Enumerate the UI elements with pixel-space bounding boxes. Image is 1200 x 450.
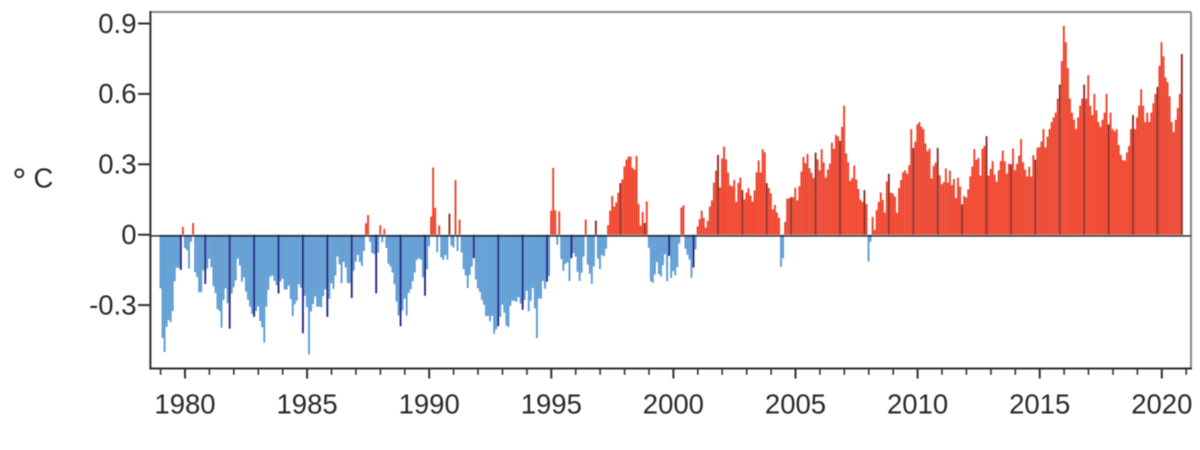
- svg-text:0.6: 0.6: [98, 78, 136, 109]
- svg-text:-0.3: -0.3: [89, 289, 136, 320]
- svg-text:0.3: 0.3: [98, 149, 136, 180]
- svg-text:2020: 2020: [1131, 388, 1192, 419]
- svg-text:0.9: 0.9: [98, 8, 136, 39]
- svg-text:0: 0: [121, 219, 136, 250]
- svg-text:C: C: [34, 163, 54, 194]
- svg-text:2005: 2005: [765, 388, 826, 419]
- svg-text:1990: 1990: [399, 388, 460, 419]
- svg-text:2010: 2010: [887, 388, 948, 419]
- svg-text:1980: 1980: [154, 388, 215, 419]
- svg-text:2000: 2000: [643, 388, 704, 419]
- svg-text:1995: 1995: [521, 388, 582, 419]
- svg-text:2015: 2015: [1009, 388, 1070, 419]
- svg-text:1985: 1985: [277, 388, 338, 419]
